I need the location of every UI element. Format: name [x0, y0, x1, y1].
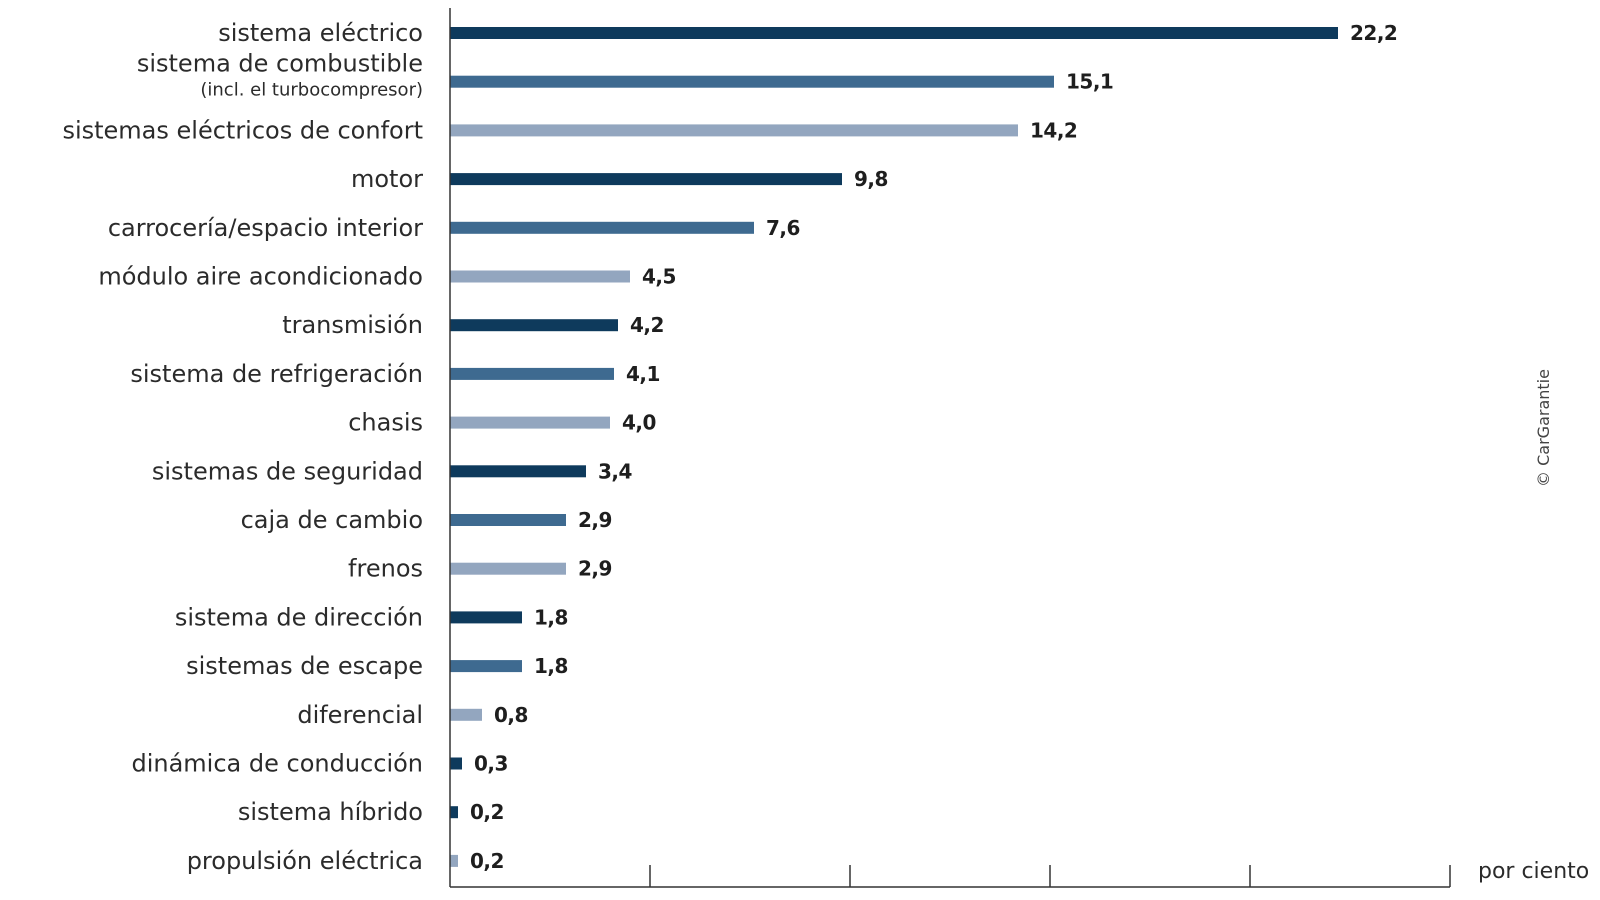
- category-label: sistemas eléctricos de confort: [62, 116, 423, 144]
- value-label: 0,3: [474, 752, 508, 776]
- axis-layer: [449, 8, 1451, 888]
- category-label: dinámica de conducción: [131, 750, 423, 778]
- category-label: sistema híbrido: [238, 798, 423, 826]
- x-axis-unit-label: por ciento: [1478, 859, 1589, 884]
- bar: [450, 611, 522, 624]
- bar: [450, 465, 586, 478]
- value-label: 7,6: [766, 216, 800, 240]
- value-label: 0,2: [470, 849, 504, 873]
- bar: [450, 173, 842, 186]
- value-label: 2,9: [578, 508, 612, 532]
- bar: [450, 27, 1338, 39]
- bar: [450, 270, 630, 283]
- category-label: carrocería/espacio interior: [108, 214, 423, 242]
- category-label: sistemas de escape: [186, 652, 423, 680]
- bar: [450, 319, 618, 332]
- copyright-credit: © CarGarantie: [1534, 369, 1553, 487]
- category-label: sistema de refrigeración: [130, 360, 423, 388]
- value-label: 4,1: [626, 362, 660, 386]
- category-label: transmisión: [282, 311, 423, 339]
- value-label: 4,2: [630, 313, 664, 337]
- category-label: sistemas de seguridad: [152, 457, 423, 485]
- value-label: 9,8: [854, 167, 888, 191]
- value-label: 1,8: [534, 654, 568, 678]
- value-label: 1,8: [534, 605, 568, 629]
- bar: [450, 562, 566, 575]
- category-label: sistema de dirección: [175, 603, 423, 631]
- value-label: 0,8: [494, 703, 528, 727]
- category-label: propulsión eléctrica: [187, 847, 423, 875]
- bar: [450, 514, 566, 526]
- category-label: motor: [351, 165, 423, 193]
- category-label: sistema eléctrico: [218, 19, 423, 47]
- bar: [450, 660, 522, 673]
- value-label: 3,4: [598, 459, 632, 483]
- bar: [450, 708, 482, 721]
- value-label: 0,2: [470, 800, 504, 824]
- bar: [450, 124, 1018, 137]
- category-label: módulo aire acondicionado: [98, 263, 423, 291]
- bar: [450, 221, 754, 234]
- value-label: 4,0: [622, 411, 656, 435]
- bar: [450, 416, 610, 429]
- value-label: 22,2: [1350, 21, 1397, 45]
- category-label: frenos: [348, 555, 423, 583]
- value-label: 2,9: [578, 557, 612, 581]
- bar: [450, 75, 1054, 88]
- category-label: caja de cambio: [241, 506, 423, 534]
- category-label: sistema de combustible: [137, 50, 423, 78]
- category-label: chasis: [348, 409, 423, 437]
- value-label: 15,1: [1066, 70, 1113, 94]
- value-label: 14,2: [1030, 118, 1077, 142]
- bar: [450, 854, 458, 867]
- value-label: 4,5: [642, 265, 676, 289]
- bar: [450, 367, 614, 380]
- category-sublabel: (incl. el turbocompresor): [200, 80, 423, 101]
- bar: [450, 757, 462, 770]
- bar: [450, 806, 458, 819]
- bars-layer: sistema eléctrico 22,2 sistema de combusti…: [62, 19, 1397, 875]
- category-label: diferencial: [297, 701, 423, 729]
